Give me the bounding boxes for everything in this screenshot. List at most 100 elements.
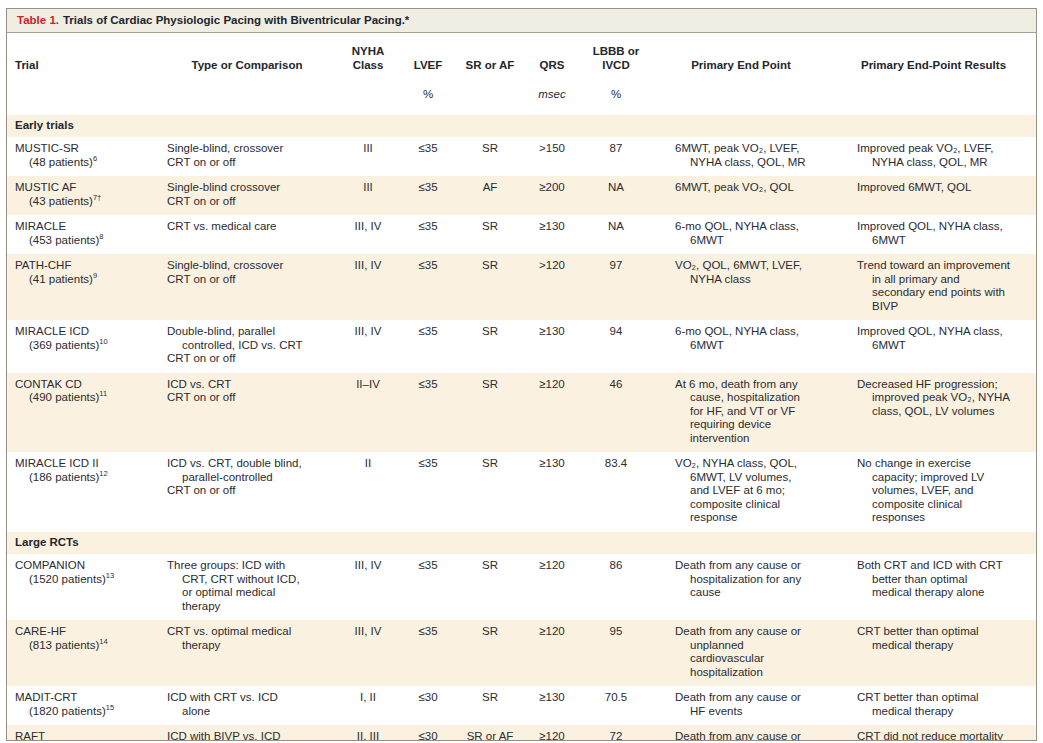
cell-sr-af: SR — [457, 320, 523, 373]
primary-end-point-results-text: Improved QOL, NYHA class, 6MWT — [857, 220, 1010, 247]
cell-primary-end-point-results: CRT better than optimal medical therapy — [831, 620, 1036, 686]
cell-primary-end-point: At 6 mo, death from any cause, hospitali… — [651, 373, 831, 453]
unit-lbbb-ivcd: % — [581, 72, 651, 115]
patients-count: (813 patients) — [29, 639, 99, 651]
trial-name: MIRACLE ICD II — [15, 457, 155, 471]
primary-end-point-text: Death from any cause or unplanned cardio… — [675, 625, 807, 679]
patients-count: (453 patients) — [29, 234, 99, 246]
cell-qrs: ≥120 — [523, 725, 581, 741]
cell-primary-end-point-results: Improved QOL, NYHA class, 6MWT — [831, 215, 1036, 254]
cell-primary-end-point: 6MWT, peak VO₂, LVEF, NYHA class, QOL, M… — [651, 137, 831, 176]
cell-nyha-class: II — [337, 452, 399, 532]
primary-end-point-text: 6MWT, peak VO₂, LVEF, NYHA class, QOL, M… — [675, 142, 807, 169]
column-header-lbbb-ivcd: LBBB or IVCD — [581, 33, 651, 72]
reference-superscript: 9 — [93, 271, 97, 280]
table-row: COMPANION(1520 patients)13Three groups: … — [7, 554, 1036, 620]
reference-superscript: 12 — [99, 469, 107, 478]
table-row: CONTAK CD(490 patients)11ICD vs. CRTCRT … — [7, 373, 1036, 453]
header-row: Trial Type or Comparison NYHA Class LVEF… — [7, 33, 1036, 72]
cell-qrs: ≥120 — [523, 620, 581, 686]
cell-sr-af: SR — [457, 452, 523, 532]
table-title-text: Trials of Cardiac Physiologic Pacing wit… — [63, 14, 409, 26]
section-label: Early trials — [7, 115, 1036, 138]
cell-qrs: ≥130 — [523, 215, 581, 254]
type-line: Single-blind, crossover — [167, 142, 307, 156]
cell-trial: RAFT(1798 patients)16 — [7, 725, 157, 741]
cell-lvef: ≤35 — [399, 215, 457, 254]
table-row: MIRACLE ICD II(186 patients)12 ICD vs. CR… — [7, 452, 1036, 532]
type-line: ICD with CRT vs. ICD alone — [167, 691, 307, 718]
patients-count: (490 patients) — [29, 391, 99, 403]
type-line: ICD vs. CRT, double blind, parallel-cont… — [167, 457, 307, 484]
cell-nyha-class: III — [337, 176, 399, 215]
cell-qrs: >150 — [523, 137, 581, 176]
cell-primary-end-point-results: Trend toward an improvement in all prima… — [831, 254, 1036, 320]
column-header-lvef: LVEF — [399, 33, 457, 72]
primary-end-point-results-text: Both CRT and ICD with CRT better than op… — [857, 559, 1010, 600]
cell-trial: CONTAK CD(490 patients)11 — [7, 373, 157, 453]
unit-qrs: msec — [523, 72, 581, 115]
reference-superscript: 8 — [99, 232, 103, 241]
column-header-nyha: NYHA Class — [337, 33, 399, 72]
cell-primary-end-point-results: Both CRT and ICD with CRT better than op… — [831, 554, 1036, 620]
table-row: PATH-CHF(41 patients)9Single-blind, cros… — [7, 254, 1036, 320]
cell-trial: MUSTIC-SR(48 patients)6 — [7, 137, 157, 176]
column-header-primary-end-point: Primary End Point — [651, 33, 831, 72]
trial-name: PATH-CHF — [15, 259, 155, 273]
cell-sr-af: SR — [457, 686, 523, 725]
cell-lvef: ≤30 — [399, 686, 457, 725]
cell-lvef: ≤35 — [399, 452, 457, 532]
cell-type-or-comparison: Single-blind, crossoverCRT on or off — [157, 254, 337, 320]
cell-type-or-comparison: ICD vs. CRTCRT on or off — [157, 373, 337, 453]
patients-count: (48 patients) — [29, 156, 93, 168]
type-line: Single-blind crossover — [167, 181, 307, 195]
cell-lbbb-ivcd: 83.4 — [581, 452, 651, 532]
primary-end-point-results-text: CRT did not reduce mortality but did red… — [857, 730, 1010, 741]
cell-qrs: ≥200 — [523, 176, 581, 215]
cell-type-or-comparison: Single-blind crossoverCRT on or off — [157, 176, 337, 215]
cell-type-or-comparison: ICD with CRT vs. ICD alone — [157, 686, 337, 725]
type-line: Three groups: ICD with CRT, CRT without … — [167, 559, 307, 613]
unit-sr-af — [457, 72, 523, 115]
cell-trial: MUSTIC AF(43 patients)7† — [7, 176, 157, 215]
cell-lvef: ≤35 — [399, 254, 457, 320]
table-frame: Table 1.Trials of Cardiac Physiologic Pa… — [6, 8, 1037, 741]
cell-qrs: ≥130 — [523, 320, 581, 373]
cell-lvef: ≤35 — [399, 554, 457, 620]
cell-sr-af: SR or AF — [457, 725, 523, 741]
type-line: CRT on or off — [167, 484, 307, 498]
type-line: ICD vs. CRT — [167, 378, 307, 392]
trials-table: Trial Type or Comparison NYHA Class LVEF… — [7, 33, 1036, 741]
cell-primary-end-point: VO₂, QOL, 6MWT, LVEF, NYHA class — [651, 254, 831, 320]
primary-end-point-text: Death from any cause or hospitalization … — [675, 559, 807, 600]
cell-lbbb-ivcd: 72 — [581, 725, 651, 741]
cell-type-or-comparison: Single-blind, crossoverCRT on or off — [157, 137, 337, 176]
cell-lvef: ≤30 — [399, 725, 457, 741]
type-line: CRT on or off — [167, 352, 307, 366]
trial-patients: (186 patients)12 — [15, 471, 155, 485]
cell-qrs: ≥120 — [523, 554, 581, 620]
cell-trial: PATH-CHF(41 patients)9 — [7, 254, 157, 320]
cell-qrs: ≥130 — [523, 452, 581, 532]
primary-end-point-text: Death from any cause or HF events — [675, 691, 807, 718]
trial-name: MUSTIC AF — [15, 181, 155, 195]
primary-end-point-results-text: Improved 6MWT, QOL — [857, 181, 1010, 195]
cell-nyha-class: II, III — [337, 725, 399, 741]
trial-patients: (1820 patients)15 — [15, 705, 155, 719]
cell-trial: COMPANION(1520 patients)13 — [7, 554, 157, 620]
cell-trial: MIRACLE ICD(369 patients)10 — [7, 320, 157, 373]
cell-primary-end-point-results: No change in exercise capacity; improved… — [831, 452, 1036, 532]
type-line: CRT on or off — [167, 156, 307, 170]
cell-type-or-comparison: Three groups: ICD with CRT, CRT without … — [157, 554, 337, 620]
unit-trial — [7, 72, 157, 115]
cell-sr-af: AF — [457, 176, 523, 215]
primary-end-point-results-text: CRT better than optimal medical therapy — [857, 691, 1010, 718]
primary-end-point-text: 6-mo QOL, NYHA class, 6MWT — [675, 220, 807, 247]
cell-nyha-class: III — [337, 137, 399, 176]
table-row: MUSTIC-SR(48 patients)6Single-blind, cro… — [7, 137, 1036, 176]
cell-lvef: ≤35 — [399, 373, 457, 453]
cell-primary-end-point: 6-mo QOL, NYHA class, 6MWT — [651, 320, 831, 373]
cell-type-or-comparison: Double-blind, parallel controlled, ICD v… — [157, 320, 337, 373]
cell-qrs: ≥120 — [523, 373, 581, 453]
cell-qrs: ≥130 — [523, 686, 581, 725]
